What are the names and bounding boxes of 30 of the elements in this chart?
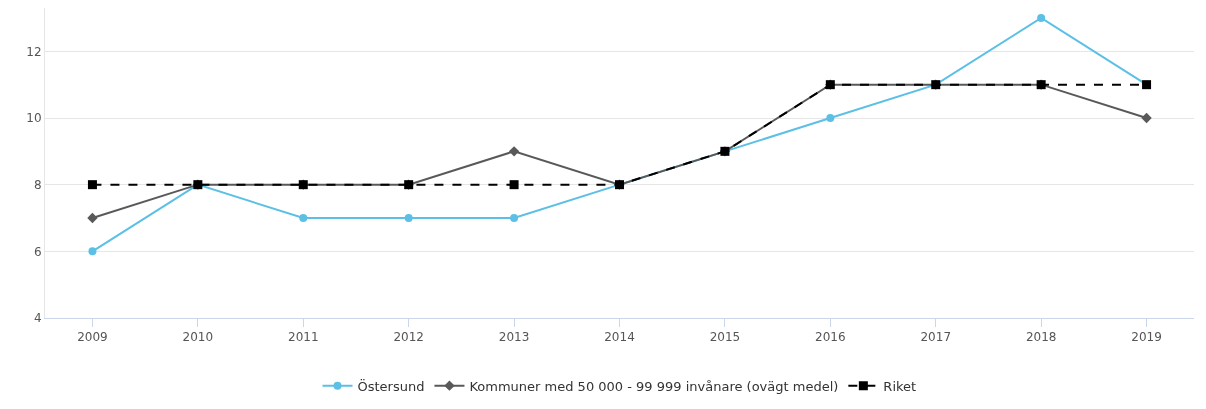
legend-label: Östersund	[357, 377, 425, 394]
point	[510, 214, 519, 222]
x-tick-label: 2009	[77, 330, 108, 345]
point	[404, 214, 413, 222]
y-tick-label: 10	[26, 111, 42, 126]
x-tick-label: 2016	[815, 330, 846, 345]
point	[88, 247, 97, 256]
point	[1037, 14, 1046, 22]
y-tick-label: 4	[33, 311, 42, 326]
x-tick-label: 2015	[709, 330, 741, 345]
x-tick-label: 2013	[498, 330, 530, 345]
point	[509, 180, 519, 190]
x-tick-label: 2019	[1131, 330, 1162, 345]
point	[299, 214, 308, 222]
legend-label: Kommuner med 50 000 - 99 999 invånare (ovägt medel)	[469, 378, 839, 394]
x-tick-label: 2018	[1025, 330, 1057, 345]
y-tick-label: 8	[33, 177, 42, 192]
y-tick-label: 6	[33, 244, 42, 259]
point	[826, 114, 835, 122]
point	[1141, 112, 1152, 124]
y-tick-label: 12	[26, 44, 42, 59]
point	[87, 180, 97, 190]
x-tick-label: 2012	[393, 330, 424, 345]
point	[508, 146, 520, 157]
legend-label: Riket	[883, 378, 917, 394]
point	[87, 212, 98, 224]
x-tick-label: 2014	[604, 330, 635, 345]
x-tick-label: 2010	[182, 330, 214, 345]
x-tick-label: 2011	[287, 330, 319, 345]
x-tick-label: 2017	[920, 330, 952, 345]
